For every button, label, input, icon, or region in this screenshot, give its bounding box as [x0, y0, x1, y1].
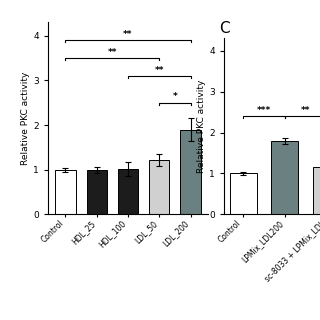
- Bar: [149, 160, 170, 214]
- Text: **: **: [123, 30, 133, 39]
- Y-axis label: Relative PKC activity: Relative PKC activity: [197, 80, 206, 173]
- Bar: [180, 130, 201, 214]
- Bar: [86, 170, 107, 214]
- Text: C: C: [219, 21, 230, 36]
- Y-axis label: Relative PKC activity: Relative PKC activity: [21, 72, 30, 165]
- Text: **: **: [155, 66, 164, 75]
- Text: ***: ***: [257, 106, 271, 115]
- Bar: [229, 173, 257, 214]
- Bar: [118, 169, 138, 214]
- Bar: [271, 141, 298, 214]
- Text: *: *: [172, 92, 177, 101]
- Text: **: **: [301, 106, 310, 115]
- Bar: [55, 170, 76, 214]
- Bar: [313, 167, 320, 214]
- Text: **: **: [108, 48, 117, 57]
